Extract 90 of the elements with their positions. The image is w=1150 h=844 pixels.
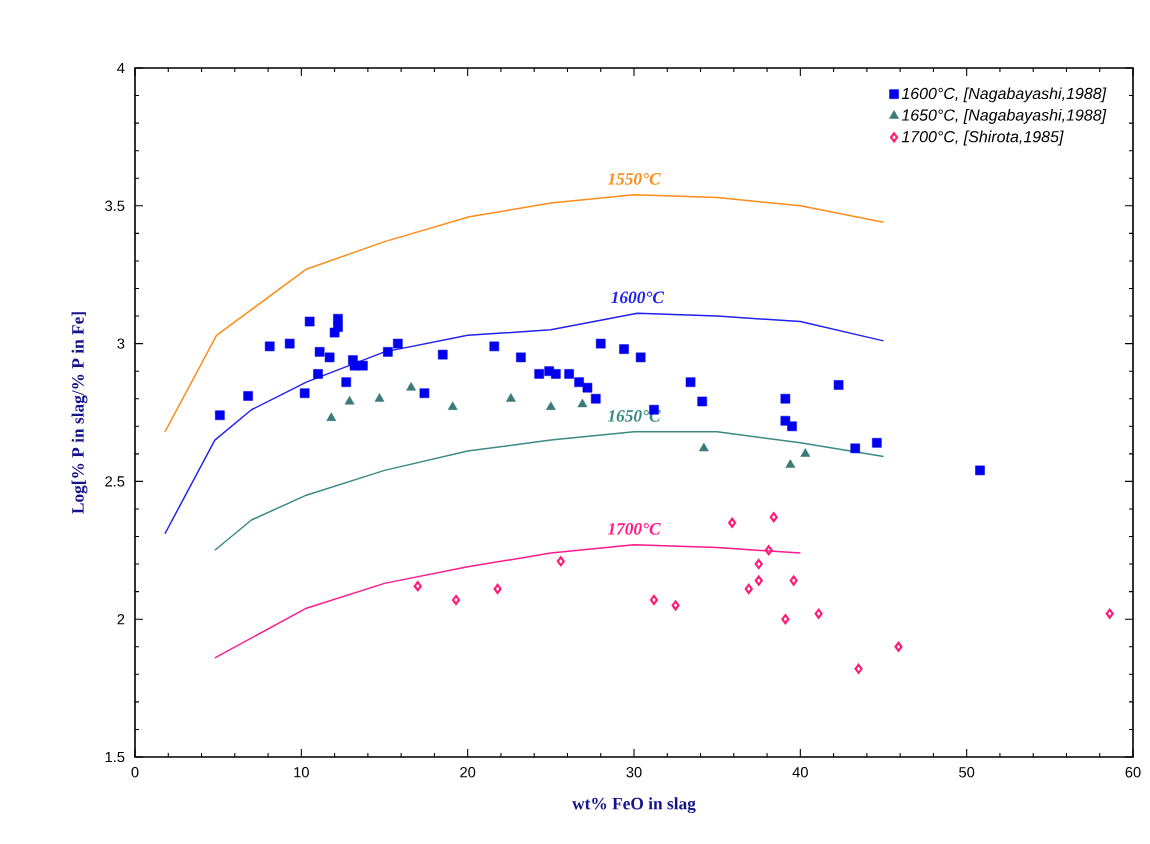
point <box>326 412 337 421</box>
point <box>489 341 500 352</box>
point <box>393 338 403 349</box>
point <box>854 663 863 674</box>
point <box>671 600 680 611</box>
point <box>744 583 753 594</box>
point <box>264 341 275 352</box>
x-tick-label: 10 <box>294 767 309 778</box>
y-axis-title: Log[% P in slag/% P in Fe] <box>71 312 88 514</box>
point <box>635 352 646 363</box>
annotation: 1700°C <box>607 523 661 535</box>
point <box>383 347 393 357</box>
point <box>894 641 903 652</box>
annotation: 1600°C <box>611 291 665 304</box>
x-tick-label: 30 <box>626 767 642 778</box>
point <box>685 377 696 387</box>
x-axis-title: wt% FeO in slag <box>572 797 696 814</box>
point <box>697 396 707 407</box>
point <box>1105 608 1114 619</box>
point <box>800 448 811 457</box>
point <box>506 393 516 402</box>
line-series <box>214 544 802 659</box>
point <box>754 559 763 570</box>
line-series <box>164 312 885 535</box>
point <box>619 344 629 354</box>
point <box>299 388 310 399</box>
point <box>789 575 798 586</box>
y-tick-label: 4 <box>117 62 125 74</box>
point <box>516 352 526 363</box>
point <box>872 438 882 448</box>
point <box>590 393 601 404</box>
legend-label: 1650°C, [Nagabayashi,1988] <box>901 108 1107 124</box>
point <box>649 594 659 605</box>
point <box>754 575 763 586</box>
point <box>341 377 352 387</box>
point <box>313 369 323 379</box>
point <box>814 608 823 619</box>
annotation: 1550°C <box>607 173 661 185</box>
point <box>534 369 544 379</box>
point <box>595 338 606 349</box>
point <box>833 380 844 390</box>
point <box>781 614 790 625</box>
line-series <box>214 431 885 552</box>
point <box>447 401 458 410</box>
y-tick-label: 2.5 <box>105 476 125 487</box>
x-tick-label: 40 <box>792 767 808 778</box>
y-tick-label: 3.5 <box>105 200 125 211</box>
point <box>358 360 368 371</box>
x-tick-label: 60 <box>1125 767 1141 778</box>
point <box>785 459 796 468</box>
point <box>850 443 861 454</box>
point <box>577 398 588 408</box>
y-tick-label: 1.5 <box>105 751 125 763</box>
point <box>582 382 593 393</box>
point <box>314 347 325 357</box>
point <box>769 512 778 523</box>
point <box>545 401 556 410</box>
point <box>698 442 709 452</box>
point <box>344 395 355 405</box>
legend-label: 1700°C, [Shirota,1985] <box>901 130 1064 146</box>
point <box>787 421 797 432</box>
point <box>437 349 448 360</box>
point <box>975 465 985 476</box>
line-series <box>164 194 885 433</box>
point <box>406 382 417 391</box>
point <box>324 352 335 363</box>
point <box>304 316 315 327</box>
point <box>551 369 561 379</box>
point <box>413 581 422 592</box>
point <box>349 360 360 371</box>
x-tick-label: 50 <box>959 767 975 778</box>
point <box>419 388 430 399</box>
point <box>493 583 502 594</box>
y-tick-label: 2 <box>117 614 125 625</box>
point <box>243 391 253 401</box>
legend-label: 1600°C, [Nagabayashi,1988] <box>901 87 1107 103</box>
point <box>333 322 343 332</box>
point <box>780 393 791 404</box>
y-tick-label: 3 <box>117 338 125 349</box>
point <box>284 338 295 349</box>
point <box>374 393 385 402</box>
point <box>451 594 461 605</box>
point <box>574 377 584 387</box>
point <box>764 545 773 556</box>
point <box>215 410 225 421</box>
x-tick-label: 0 <box>131 767 139 778</box>
point <box>564 369 574 379</box>
point <box>728 517 737 528</box>
x-tick-label: 20 <box>460 767 476 778</box>
point <box>556 556 565 567</box>
